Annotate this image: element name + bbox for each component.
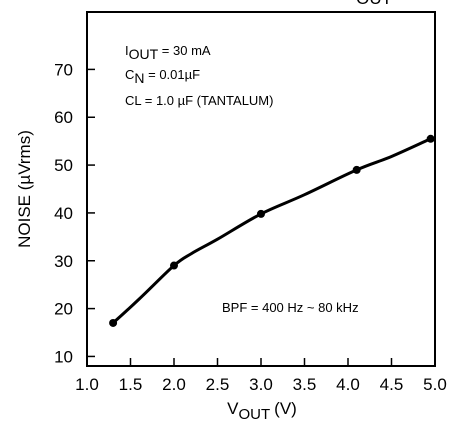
annotation-iout-rest: = 30 mA xyxy=(158,43,211,58)
annotation-cl: CL = 1.0 µF (TANTALUM) xyxy=(125,93,273,108)
x-axis-label-unit: (V) xyxy=(274,399,297,418)
x-tick-label: 2.5 xyxy=(206,375,230,394)
chart-title-fragment: OUT xyxy=(356,0,392,8)
annotation-iout: IOUT = 30 mA xyxy=(125,43,211,62)
x-axis-label: VOUT (V) xyxy=(227,399,297,423)
noise-series-markers xyxy=(109,134,435,327)
x-tick-label: 1.0 xyxy=(75,375,99,394)
x-axis-label-sub: OUT xyxy=(239,406,271,423)
x-tick-label: 3.5 xyxy=(293,375,317,394)
x-axis-label-main: V xyxy=(227,399,239,418)
annotation-cn-main: C xyxy=(125,67,134,82)
annotation-cn-rest: = 0.01µF xyxy=(145,67,201,82)
annotation-bpf: BPF = 400 Hz ~ 80 kHz xyxy=(222,300,359,315)
y-tick-label: 60 xyxy=(54,108,73,127)
bpf-label-bg xyxy=(218,297,400,317)
x-tick-label: 5.0 xyxy=(423,375,447,394)
data-point-marker xyxy=(426,134,435,143)
y-tick-label: 20 xyxy=(54,300,73,319)
y-tick-label: 40 xyxy=(54,204,73,223)
y-tick-label: 70 xyxy=(54,60,73,79)
data-point-marker xyxy=(109,318,118,327)
annotation-iout-sub: OUT xyxy=(129,46,159,62)
x-axis-ticks: 1.0 1.5 2.0 2.5 3.0 3.5 4.0 4.5 5.0 xyxy=(75,358,447,394)
x-tick-label: 4.5 xyxy=(380,375,404,394)
data-point-marker xyxy=(352,165,361,174)
noise-series-line xyxy=(111,137,433,325)
y-tick-label: 10 xyxy=(54,347,73,366)
y-axis-ticks: 10 20 30 40 50 60 70 xyxy=(54,60,95,366)
data-point-marker xyxy=(170,261,178,270)
x-tick-label: 1.5 xyxy=(119,375,143,394)
x-tick-label: 2.0 xyxy=(162,375,186,394)
annotation-cn: CN = 0.01µF xyxy=(125,67,200,86)
annotation-cn-sub: N xyxy=(134,70,144,86)
y-tick-label: 30 xyxy=(54,252,73,271)
y-axis-label: NOISE (µVrms) xyxy=(15,130,34,248)
data-point-marker xyxy=(257,209,265,218)
annotation-iout-main: I xyxy=(125,43,129,58)
x-tick-label: 4.0 xyxy=(336,375,360,394)
x-tick-label: 3.0 xyxy=(249,375,273,394)
y-tick-label: 50 xyxy=(54,156,73,175)
